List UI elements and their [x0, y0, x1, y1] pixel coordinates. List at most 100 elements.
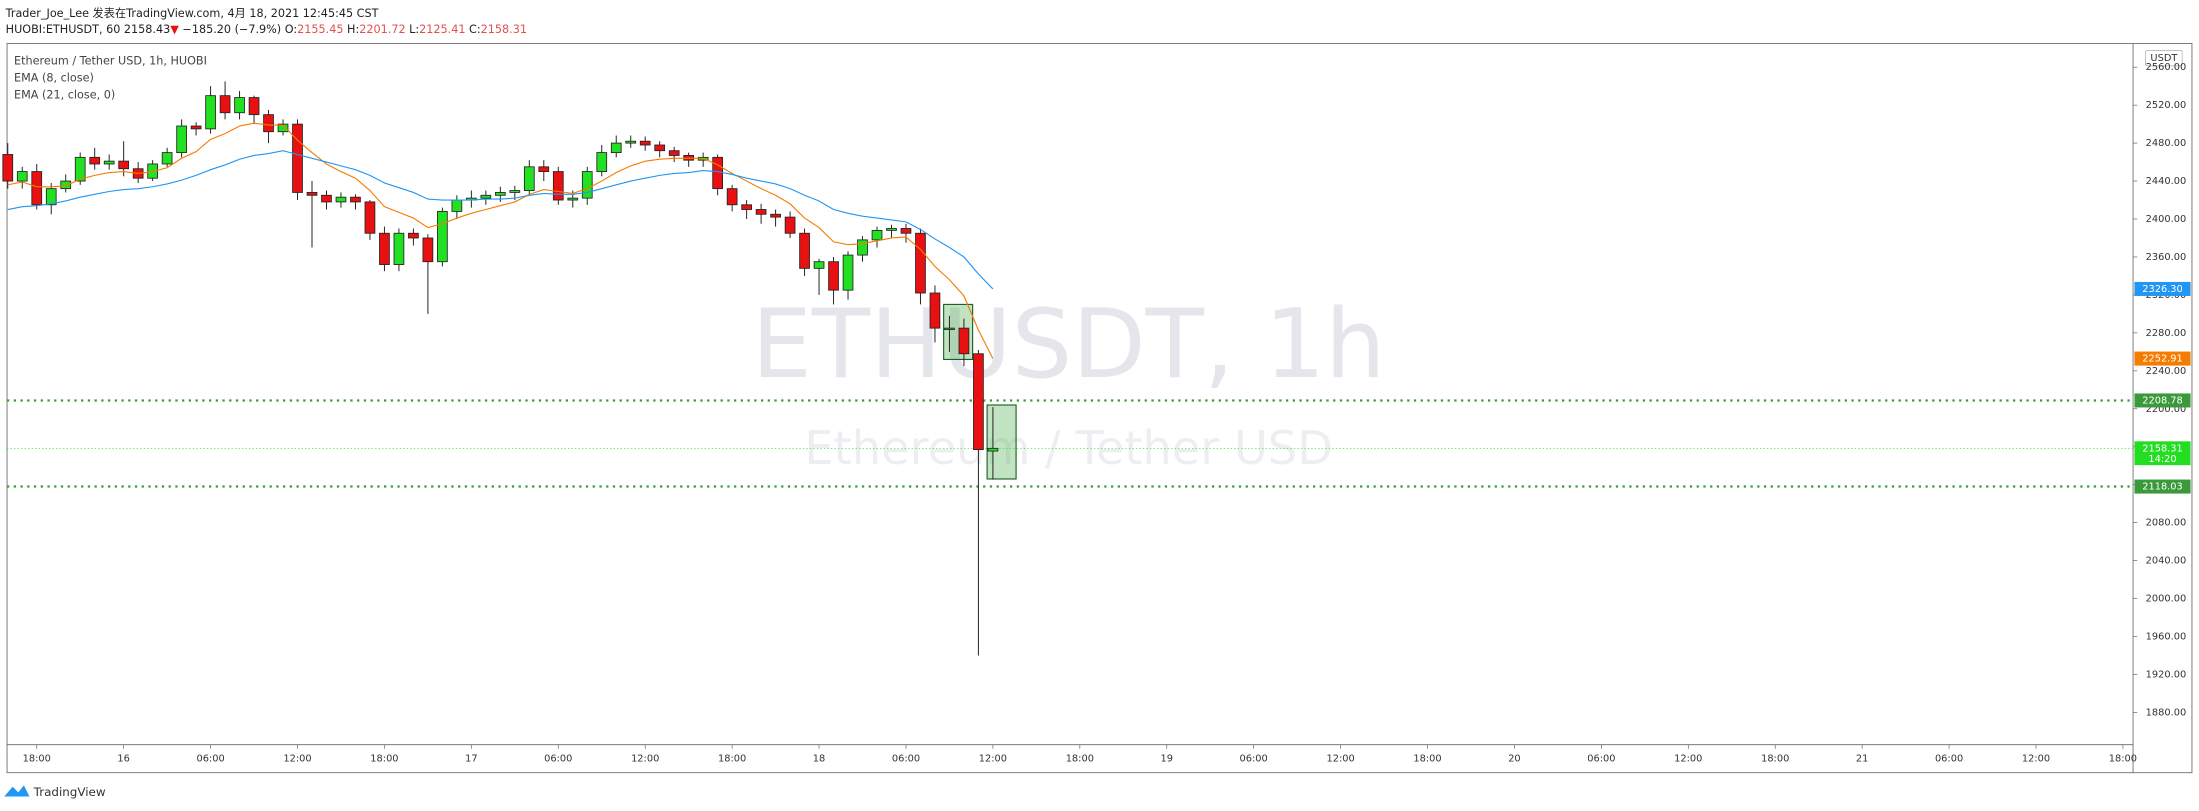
y-tick-label: 2040.00 [2146, 556, 2187, 567]
last-price-label: 2158.31 [2142, 443, 2183, 454]
x-tick-label: 12:00 [1326, 754, 1354, 765]
candle-body [668, 150, 680, 156]
candle-body [712, 156, 723, 190]
x-tick-label: 20 [1508, 754, 1520, 765]
candle-body [842, 254, 854, 291]
x-tick-label: 12:00 [1674, 754, 1702, 765]
candle-body [89, 156, 101, 165]
candle-body [437, 210, 448, 263]
y-tick-label: 2200.00 [2146, 404, 2187, 415]
x-tick-label: 06:00 [196, 754, 224, 765]
x-tick-label: 06:00 [1935, 754, 1963, 765]
candle-body [755, 209, 767, 215]
ema-last-label: 2252.91 [2142, 354, 2183, 365]
y-tick-label: 2280.00 [2146, 328, 2187, 339]
candle-body [451, 199, 463, 212]
x-tick-label: 18:00 [23, 754, 51, 765]
ohlc-key: H: [347, 23, 359, 36]
candle-body [987, 447, 999, 452]
y-tick-label: 1920.00 [2146, 669, 2187, 680]
symbol-line: HUOBI:ETHUSDT, 60 2158.43▼ −185.20 (−7.9… [6, 23, 527, 36]
currency-box[interactable] [2145, 50, 2183, 67]
candle-body [494, 192, 506, 196]
candle-body [973, 353, 984, 450]
candle-body [958, 327, 970, 355]
ema-line [7, 150, 994, 290]
candle-body [2, 154, 14, 182]
candle-body [306, 192, 318, 196]
drawing-box [986, 404, 1017, 480]
arrow: ▼ [170, 23, 179, 36]
legend-entry: EMA (8, close) [14, 72, 94, 85]
y-tick-label: 2080.00 [2146, 518, 2187, 529]
change: −185.20 (−7.9%) [182, 23, 281, 36]
candle-body [610, 142, 622, 154]
x-tick-label: 12:00 [979, 754, 1007, 765]
price-line-label-bg [2134, 479, 2191, 494]
candle-body [944, 327, 955, 330]
candle-body [625, 140, 637, 144]
y-tick-label: 2560.00 [2146, 62, 2187, 73]
candle-body [176, 125, 187, 154]
candle-body [480, 194, 492, 199]
candle-body [219, 95, 231, 114]
candle-body [364, 201, 376, 234]
x-tick-label: 16 [117, 754, 129, 765]
candle-body [379, 232, 390, 265]
ohlc-value: 2201.72 [359, 23, 405, 36]
candle-body [654, 144, 666, 152]
candle-body [552, 171, 564, 201]
publisher-line: Trader_Joe_Lee 发表在TradingView.com, 4月 18… [5, 6, 379, 20]
candle-body [103, 160, 115, 165]
x-tick-label: 06:00 [544, 754, 572, 765]
candle-body [205, 95, 216, 130]
watermark: ETHUSDT, 1h [752, 289, 1386, 400]
price-line-label: 2208.78 [2142, 395, 2183, 406]
candle-body [929, 292, 941, 329]
candle-body [408, 232, 419, 239]
y-tick-label: 2000.00 [2146, 594, 2187, 605]
candle-body [161, 152, 173, 165]
candle-body [813, 261, 825, 269]
candle-body [639, 140, 651, 146]
y-tick-label: 2480.00 [2146, 138, 2187, 149]
candle-body [857, 239, 868, 256]
ohlc-value: 2155.45 [297, 23, 343, 36]
candle-body [900, 228, 912, 234]
candle-body [886, 228, 897, 231]
y-tick-label: 1880.00 [2146, 707, 2187, 718]
brand-logo [4, 785, 30, 797]
ohlc-key: L: [409, 23, 419, 36]
y-tick-label: 2240.00 [2146, 366, 2187, 377]
candle-body [567, 197, 579, 201]
x-tick-label: 18:00 [370, 754, 398, 765]
candle-body [118, 160, 130, 170]
y-tick-label: 2360.00 [2146, 252, 2187, 263]
legend-entry: EMA (21, close, 0) [14, 88, 115, 101]
ema-last-label-bg [2134, 281, 2191, 296]
legend-title: Ethereum / Tether USD, 1h, HUOBI [14, 55, 207, 68]
candle-body [726, 188, 738, 206]
candle-body [60, 180, 72, 190]
candle-body [538, 166, 550, 172]
candle-body [277, 123, 289, 133]
candle-body [871, 229, 883, 241]
countdown: 14:20 [2148, 454, 2176, 465]
x-tick-label: 12:00 [631, 754, 659, 765]
ema-last-label: 2326.30 [2142, 284, 2183, 295]
currency: USDT [2150, 53, 2178, 64]
x-tick-label: 06:00 [892, 754, 920, 765]
candle-body [292, 123, 303, 193]
x-tick-label: 21 [1856, 754, 1868, 765]
y-tick-label: 2400.00 [2146, 214, 2187, 225]
x-tick-label: 06:00 [1587, 754, 1615, 765]
candle-body [248, 97, 260, 116]
candle-body [828, 261, 839, 291]
candle-body [581, 171, 593, 199]
candle-body [350, 196, 361, 203]
candle-body [45, 188, 57, 206]
y-tick-label: 2520.00 [2146, 100, 2187, 111]
x-tick-label: 18:00 [1761, 754, 1789, 765]
